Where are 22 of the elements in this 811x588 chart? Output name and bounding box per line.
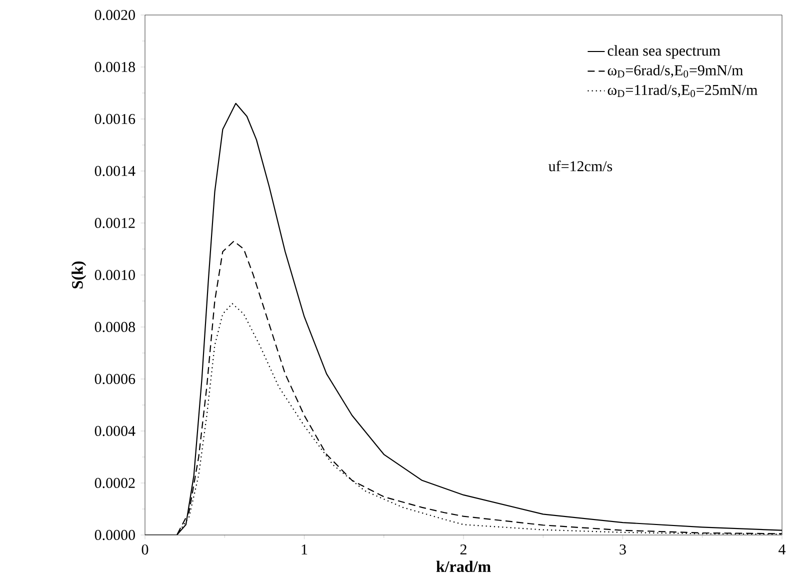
- x-axis-title: k/rad/m: [436, 560, 491, 572]
- y-tick-label: 0.0002: [94, 478, 135, 488]
- y-tick-label: 0.0014: [94, 166, 136, 176]
- x-tick-label: 2: [460, 544, 466, 554]
- y-axis-title: S(k): [72, 261, 86, 288]
- y-tick-label: 0.0020: [94, 10, 135, 20]
- y-tick-label: 0.0006: [94, 374, 136, 384]
- y-tick-label: 0.0012: [94, 218, 135, 228]
- legend-label: clean sea spectrum: [608, 45, 720, 59]
- legend-label: ω$_{D}$=11rad/s,E$_{0}$=25mN/m: [608, 84, 758, 98]
- y-tick-label: 0.0004: [94, 426, 136, 436]
- x-tick-label: 3: [620, 544, 626, 555]
- legend-label: ω$_{D}$=6rad/s,E$_{0}$=9mN/m: [608, 64, 744, 78]
- x-tick-label: 1: [302, 544, 308, 554]
- y-tick-label: 0.0018: [94, 62, 135, 72]
- y-tick-label: 0.0016: [94, 114, 136, 124]
- y-tick-label: 0.0010: [94, 270, 135, 280]
- x-tick-label: 4: [778, 544, 786, 554]
- annotation: uf=12cm/s: [548, 160, 612, 172]
- x-tick-label: 0: [142, 544, 148, 555]
- y-tick-label: 0.0008: [94, 322, 135, 332]
- y-tick-label: 0.0000: [94, 530, 135, 540]
